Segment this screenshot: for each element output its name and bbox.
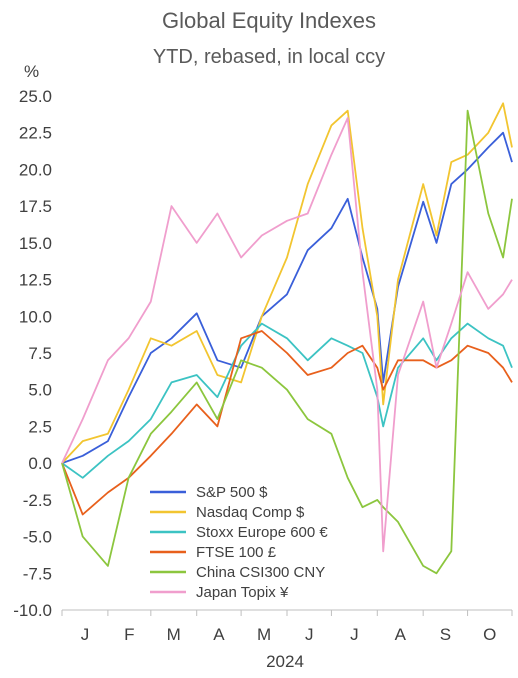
series-lines (61, 102, 513, 575)
series-line (61, 322, 513, 479)
y-tick-label: -5.0 (23, 528, 52, 547)
y-tick-label: -2.5 (23, 491, 52, 510)
y-tick-label: -7.5 (23, 564, 52, 583)
legend-label: Japan Topix ¥ (196, 584, 289, 601)
y-tick-label: 22.5 (19, 124, 52, 143)
y-tick-label: 10.0 (19, 307, 52, 326)
legend: S&P 500 $ Nasdaq Comp $ Stoxx Europe 600 €… (150, 484, 328, 601)
x-tick-label: M (167, 625, 181, 644)
y-tick-label: 7.5 (28, 344, 52, 363)
chart-subtitle: YTD, rebased, in local ccy (153, 46, 385, 68)
y-tick-label: 20.0 (19, 160, 52, 179)
chart-title: Global Equity Indexes (162, 8, 376, 33)
x-axis-year-label: 2024 (266, 652, 304, 671)
y-tick-label: 2.5 (28, 417, 52, 436)
y-tick-label: 12.5 (19, 271, 52, 290)
legend-label: FTSE 100 £ (196, 544, 277, 561)
x-tick-label: O (483, 625, 496, 644)
series-line (61, 131, 513, 464)
series-line (61, 117, 513, 553)
x-tick-label: M (257, 625, 271, 644)
y-tick-label: 17.5 (19, 197, 52, 216)
x-tick-label: F (124, 625, 134, 644)
x-tick-label: J (81, 625, 90, 644)
x-tick-label: J (305, 625, 314, 644)
x-tick-label: A (213, 625, 225, 644)
y-tick-label: 0.0 (28, 454, 52, 473)
series-line (61, 102, 513, 464)
x-tick-label: S (440, 625, 451, 644)
legend-label: China CSI300 CNY (196, 564, 325, 581)
y-tick-label: -10.0 (13, 601, 52, 620)
x-tick-label: J (350, 625, 359, 644)
y-axis-unit-label: % (24, 62, 39, 81)
series-line (61, 330, 513, 516)
y-tick-label: 25.0 (19, 87, 52, 106)
y-axis-ticks: 25.0 22.5 20.0 17.5 15.0 12.5 10.0 7.5 5.0 2.5 0.0… (13, 87, 52, 620)
legend-label: S&P 500 $ (196, 484, 268, 501)
series-line (61, 109, 513, 575)
legend-label: Nasdaq Comp $ (196, 504, 305, 521)
x-tick-label: A (395, 625, 407, 644)
legend-label: Stoxx Europe 600 € (196, 524, 328, 541)
y-tick-label: 5.0 (28, 381, 52, 400)
y-tick-label: 15.0 (19, 234, 52, 253)
